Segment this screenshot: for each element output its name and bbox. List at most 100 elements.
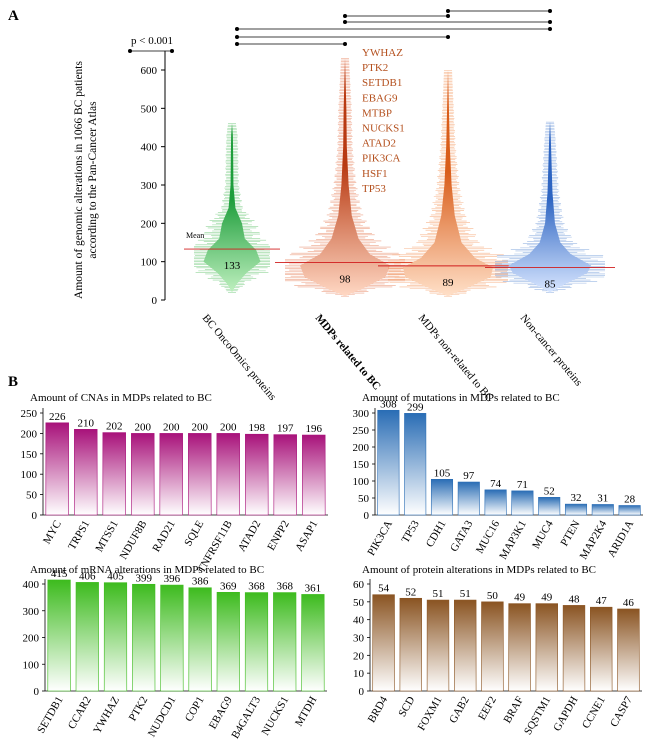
bracket-end bbox=[235, 35, 239, 39]
category-label: ASAP1 bbox=[293, 519, 320, 554]
bar bbox=[216, 433, 240, 516]
y-tick-label: 50 bbox=[358, 493, 370, 505]
violin-2: 98 MDPs related to BC bbox=[275, 58, 415, 393]
y-tick-label: 300 bbox=[23, 606, 40, 618]
bar-value-label: 31 bbox=[597, 492, 608, 504]
bar-value-label: 361 bbox=[305, 582, 322, 594]
bar-value-label: 396 bbox=[164, 573, 181, 585]
bar bbox=[132, 583, 156, 692]
bar-value-label: 52 bbox=[544, 485, 555, 497]
significance-label: p < 0.001 bbox=[131, 35, 173, 47]
bar-value-label: 54 bbox=[378, 583, 390, 595]
y-tick-label: 50 bbox=[26, 490, 38, 502]
bar-value-label: 368 bbox=[248, 581, 265, 593]
bar bbox=[273, 434, 297, 516]
bar bbox=[302, 434, 326, 516]
category-label: YWHAZ bbox=[91, 694, 122, 736]
bar-value-label: 200 bbox=[163, 421, 180, 433]
category-label: ENPP2 bbox=[265, 519, 292, 553]
category-label: NDUF8B bbox=[118, 519, 150, 562]
y-tick-label: 100 bbox=[141, 257, 158, 269]
bracket-end bbox=[343, 20, 347, 24]
category-label: CCNE1 bbox=[580, 695, 608, 731]
mean-value-label: 98 bbox=[340, 273, 352, 285]
bar bbox=[457, 481, 480, 516]
y-tick-label: 100 bbox=[21, 469, 38, 481]
violin-4: 85 Non-cancer proteins bbox=[485, 121, 615, 388]
category-label: MDPs non-related to BC bbox=[416, 312, 496, 404]
category-label: BRAF bbox=[501, 695, 526, 726]
y-tick-label: 200 bbox=[23, 633, 40, 645]
bar bbox=[481, 601, 504, 692]
bracket-end bbox=[128, 49, 132, 53]
y-tick-label: 10 bbox=[353, 668, 365, 680]
bar-value-label: 28 bbox=[624, 493, 636, 505]
category-label: FOXM1 bbox=[416, 695, 445, 733]
mean-label: Mean bbox=[186, 231, 204, 240]
bar-value-label: 48 bbox=[569, 593, 581, 605]
bar-value-label: 51 bbox=[433, 588, 444, 600]
category-label: MTSS1 bbox=[93, 519, 121, 555]
y-tick-label: 250 bbox=[21, 408, 38, 420]
bar bbox=[377, 409, 400, 516]
category-label: PIK3CA bbox=[365, 518, 395, 557]
bar bbox=[103, 582, 128, 692]
bar-value-label: 386 bbox=[192, 576, 209, 588]
y-tick-label: 0 bbox=[32, 510, 38, 522]
bar-value-label: 198 bbox=[249, 422, 266, 434]
bar-value-label: 368 bbox=[276, 581, 293, 593]
bar-value-label: 47 bbox=[596, 595, 608, 607]
bar bbox=[511, 490, 534, 516]
y-tick-label: 400 bbox=[141, 142, 158, 154]
category-label: GAB2 bbox=[447, 695, 472, 726]
bar bbox=[159, 433, 183, 516]
bar bbox=[426, 599, 450, 692]
gene-name: NUCKS1 bbox=[362, 123, 405, 135]
category-label: BC OncoOmics proteins bbox=[200, 312, 279, 403]
bracket-end bbox=[446, 9, 450, 13]
bar bbox=[160, 584, 184, 692]
y-tick-label: 300 bbox=[353, 408, 370, 420]
panel-b-label: B bbox=[8, 374, 18, 390]
bar bbox=[618, 505, 641, 516]
bar-value-label: 105 bbox=[434, 467, 451, 479]
category-label: SCD bbox=[396, 694, 417, 719]
bar-value-label: 51 bbox=[460, 588, 471, 600]
bar-chart-title: Amount of mutations in MDPs related to B… bbox=[362, 392, 560, 404]
gene-name: PIK3CA bbox=[362, 153, 401, 165]
bar bbox=[244, 592, 269, 692]
bar-value-label: 196 bbox=[306, 423, 323, 435]
mean-value-label: 85 bbox=[545, 278, 557, 290]
bar-chart-4: Amount of protein alterations in MDPs re… bbox=[353, 564, 642, 737]
bar bbox=[591, 504, 614, 516]
bar bbox=[617, 608, 640, 692]
category-label: CCAR2 bbox=[66, 695, 94, 732]
bar-value-label: 202 bbox=[106, 421, 123, 433]
category-label: SQLE bbox=[182, 518, 206, 548]
category-label: MTDH bbox=[293, 694, 320, 728]
bar-chart-title: Amount of CNAs in MDPs related to BC bbox=[30, 392, 212, 404]
bracket-end bbox=[548, 20, 552, 24]
y-tick-label: 600 bbox=[141, 65, 158, 77]
category-label: SETDB1 bbox=[35, 695, 66, 736]
y-tick-label: 100 bbox=[353, 476, 370, 488]
bracket-end bbox=[343, 14, 347, 18]
bar-value-label: 200 bbox=[135, 421, 152, 433]
bar-value-label: 226 bbox=[49, 411, 66, 423]
bar-value-label: 97 bbox=[463, 470, 475, 482]
violin-body bbox=[403, 70, 493, 297]
y-tick-label: 100 bbox=[23, 659, 40, 671]
y-tick-label: 50 bbox=[353, 597, 365, 609]
gene-name: ATAD2 bbox=[362, 138, 396, 150]
bar-value-label: 406 bbox=[79, 570, 96, 582]
category-label: EEF2 bbox=[476, 695, 499, 723]
category-label: TP53 bbox=[399, 518, 422, 545]
significance-brackets bbox=[128, 9, 552, 53]
y-tick-label: 200 bbox=[353, 442, 370, 454]
bar bbox=[245, 433, 269, 516]
violin-1: 133 BC OncoOmics proteins bbox=[184, 123, 280, 403]
gene-name: SETDB1 bbox=[362, 77, 402, 89]
gene-name: PTK2 bbox=[362, 62, 388, 74]
bar-value-label: 49 bbox=[514, 592, 526, 604]
bar bbox=[74, 429, 98, 516]
